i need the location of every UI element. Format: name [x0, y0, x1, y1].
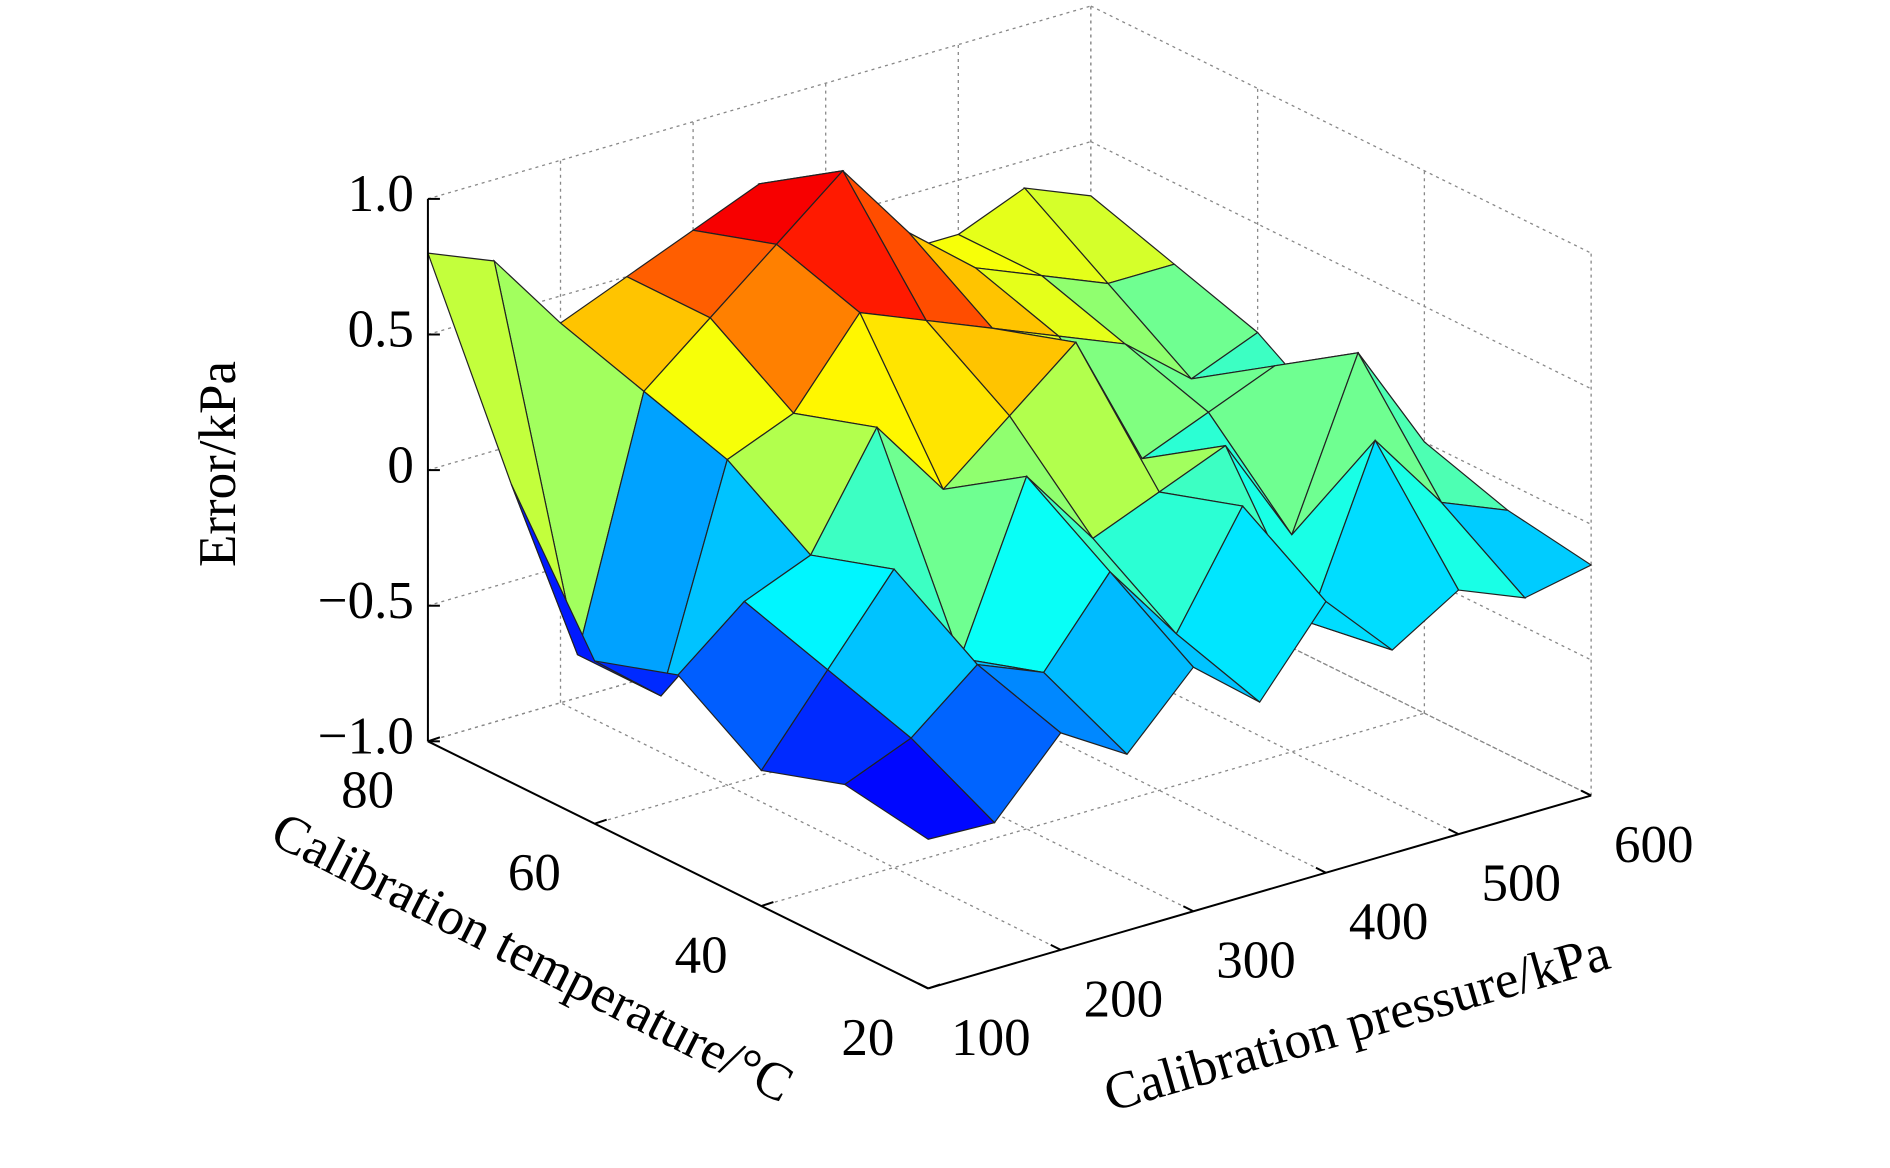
y-tick [927, 983, 941, 990]
z-tick-label: 0 [387, 436, 414, 494]
z-axis-title: Error/kPa [189, 361, 247, 567]
grid-line [1090, 5, 1592, 254]
grid-line [560, 702, 1062, 951]
x-tick-label: 500 [1481, 855, 1561, 913]
x-tick-label: 200 [1084, 970, 1164, 1028]
surface-facet [843, 737, 996, 840]
grid-line [761, 712, 1425, 907]
x-tick [1050, 943, 1062, 951]
y-axis-line [427, 740, 929, 990]
y-tick-label: 80 [341, 762, 394, 820]
z-tick-label: 1.0 [348, 165, 414, 223]
y-tick-label: 60 [508, 844, 561, 902]
y-tick [761, 901, 774, 908]
axes: −1.0 −0.5 0 0.5 1.0 20 40 60 80 100 200 300 400 500 60… [318, 165, 1694, 1067]
grid-line [427, 5, 1092, 200]
x-tick-label: 300 [1216, 932, 1296, 990]
x-tick-label: 600 [1614, 816, 1694, 874]
x-tick-label: 100 [951, 1009, 1031, 1067]
z-tick-label: −1.0 [318, 707, 414, 765]
z-tick-label: 0.5 [348, 301, 414, 359]
x-tick [1448, 828, 1459, 836]
grid-line [1090, 141, 1592, 390]
x-axis-line [927, 794, 1592, 990]
x-tick [1580, 789, 1592, 797]
z-tick-label: −0.5 [318, 572, 414, 630]
y-tick-label: 20 [841, 1009, 894, 1067]
x-axis-title: Calibration pressure/kPa [1098, 923, 1616, 1123]
x-tick-label: 400 [1349, 893, 1429, 951]
surface [427, 169, 1593, 840]
x-tick [917, 982, 929, 990]
y-tick [427, 736, 441, 743]
y-tick-label: 40 [675, 926, 728, 984]
x-tick [1182, 905, 1194, 913]
y-tick [594, 818, 607, 825]
x-tick [1315, 866, 1327, 874]
